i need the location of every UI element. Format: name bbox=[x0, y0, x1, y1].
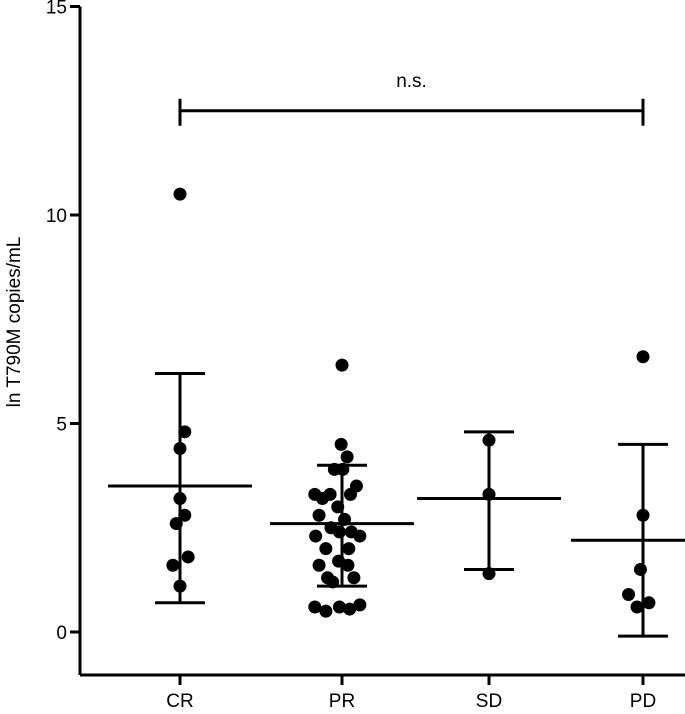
data-point bbox=[642, 596, 656, 610]
data-point bbox=[312, 508, 326, 522]
y-axis-label: ln T790M copies/mL bbox=[4, 237, 25, 408]
data-point bbox=[315, 492, 329, 506]
data-point bbox=[173, 187, 187, 201]
data-point bbox=[332, 600, 346, 614]
data-point bbox=[173, 442, 187, 456]
data-point bbox=[622, 587, 636, 601]
data-point bbox=[482, 487, 496, 501]
data-point bbox=[340, 450, 354, 464]
significance-label: n.s. bbox=[396, 71, 427, 92]
data-point bbox=[482, 433, 496, 447]
data-point bbox=[166, 558, 180, 572]
data-point bbox=[343, 602, 357, 616]
data-point bbox=[338, 512, 352, 526]
data-point bbox=[308, 600, 322, 614]
group-pd bbox=[571, 350, 685, 638]
plot-area bbox=[108, 187, 685, 638]
x-axis: CR PR SD PD bbox=[80, 673, 685, 712]
data-point bbox=[181, 550, 195, 564]
y-tick-label: 0 bbox=[56, 623, 67, 644]
x-tick-label: PD bbox=[630, 691, 656, 712]
data-point bbox=[636, 350, 650, 364]
x-tick-label: CR bbox=[166, 691, 193, 712]
data-point bbox=[636, 508, 650, 522]
data-point bbox=[353, 529, 367, 543]
group-pr bbox=[270, 358, 414, 618]
y-axis: 0 5 10 15 bbox=[46, 0, 82, 675]
data-point bbox=[630, 600, 644, 614]
data-point bbox=[326, 575, 340, 589]
data-point bbox=[334, 437, 348, 451]
data-point bbox=[344, 487, 357, 501]
x-tick-label: PR bbox=[329, 691, 355, 712]
data-point bbox=[353, 598, 367, 612]
data-point bbox=[319, 542, 333, 556]
y-tick-label: 10 bbox=[46, 206, 67, 227]
data-point bbox=[169, 517, 183, 531]
group-cr bbox=[108, 187, 252, 605]
data-point bbox=[341, 558, 355, 572]
data-point bbox=[178, 425, 192, 439]
data-point bbox=[173, 492, 187, 506]
significance-annotation: n.s. bbox=[178, 71, 645, 126]
data-point bbox=[347, 571, 361, 585]
y-tick-label: 5 bbox=[56, 415, 67, 436]
data-point bbox=[309, 529, 323, 543]
data-point bbox=[332, 525, 346, 539]
data-point bbox=[482, 567, 496, 581]
data-point bbox=[633, 562, 647, 576]
data-point bbox=[173, 579, 187, 593]
group-sd bbox=[417, 430, 561, 581]
data-point bbox=[335, 358, 349, 372]
data-point bbox=[312, 558, 326, 572]
x-tick-label: SD bbox=[476, 691, 502, 712]
data-point bbox=[319, 604, 333, 618]
y-tick-label: 15 bbox=[46, 0, 67, 19]
data-point bbox=[336, 462, 350, 476]
data-point bbox=[178, 508, 192, 522]
data-point bbox=[342, 542, 356, 556]
data-point bbox=[331, 500, 345, 514]
